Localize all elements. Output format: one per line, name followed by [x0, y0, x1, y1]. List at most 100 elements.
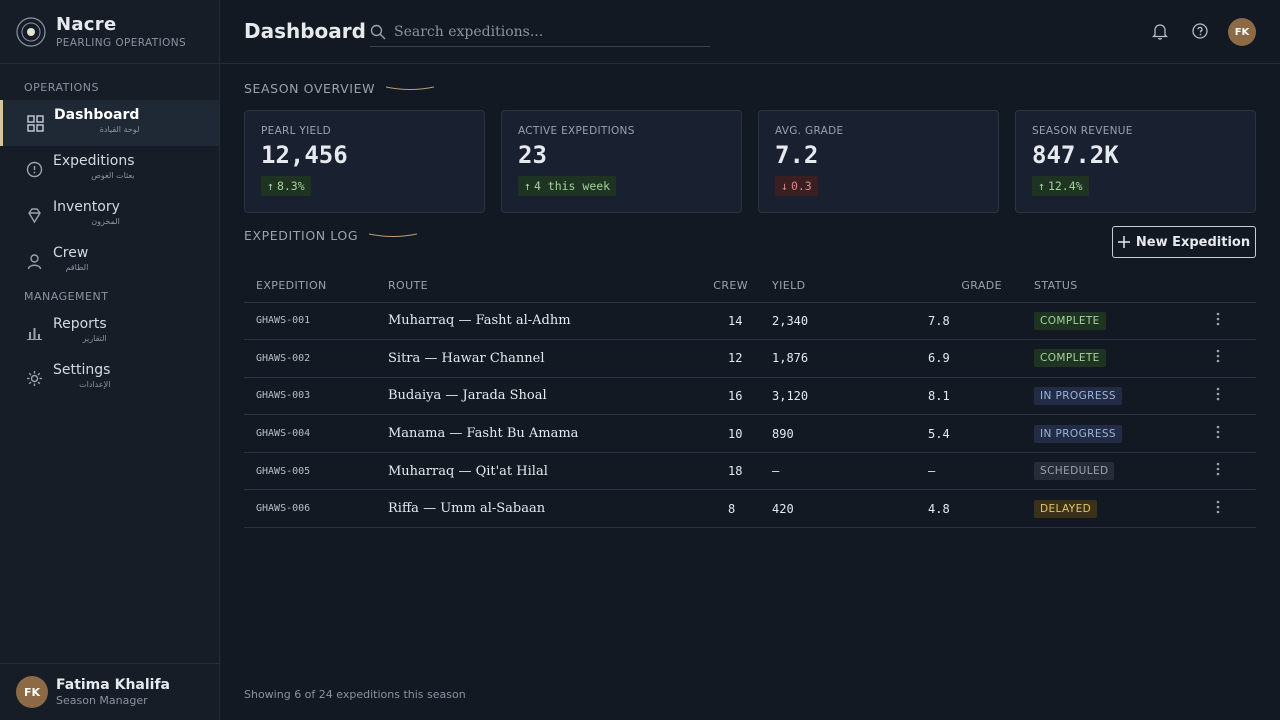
table-cell: 16: [660, 377, 760, 416]
brand-tagline: PEARLING OPERATIONS: [56, 37, 187, 49]
status-badge: COMPLETE: [1034, 311, 1106, 330]
user-profile[interactable]: FK Fatima Khalifa Season Manager: [0, 663, 219, 720]
row-menu[interactable]: [1180, 377, 1256, 416]
table-row: GHAWS-002 Sitra — Hawar Channel 12 1,876 6.9…: [244, 339, 1256, 378]
nav-label: Reports: [53, 316, 107, 332]
table-cell: GHAWS-004: [244, 414, 376, 453]
brand-name: Nacre: [56, 14, 117, 35]
table-cell: 6.9: [902, 339, 1022, 378]
table-row: GHAWS-001 Muharraq — Fasht al-Adhm 14 2,340…: [244, 302, 1256, 341]
sidebar: Nacre PEARLING OPERATIONS OPERATIONS Dash…: [0, 0, 220, 720]
page-title: Dashboard: [244, 19, 366, 43]
stat-card: AVG. GRADE 7.2 ↓ 0.3: [758, 110, 999, 213]
header: Dashboard Search expeditions... FK: [220, 0, 1280, 64]
status-badge: IN PROGRESS: [1034, 386, 1122, 405]
menu-icon: [1216, 387, 1220, 401]
table-row: GHAWS-004 Manama — Fasht Bu Amama 10 890 5.4…: [244, 414, 1256, 453]
menu-icon: [1216, 312, 1220, 326]
table-cell: 890: [760, 414, 902, 453]
table-cell: GHAWS-001: [244, 302, 376, 341]
nav-item[interactable]: Settings الإعدادات: [0, 355, 219, 401]
menu-icon: [1216, 425, 1220, 438]
stat-delta: ↑ 8.3%: [261, 176, 311, 196]
table-row: GHAWS-006 Riffa — Umm al-Sabaan 8 420 4.8 DEL…: [244, 489, 1256, 529]
row-menu[interactable]: [1180, 302, 1256, 341]
nav-item[interactable]: Reports التقارير: [0, 309, 219, 355]
column-header: CREW: [660, 270, 760, 303]
header-avatar[interactable]: FK: [1228, 18, 1256, 46]
brand: Nacre PEARLING OPERATIONS: [0, 0, 219, 64]
decoration: [369, 233, 418, 237]
status-cell: IN PROGRESS: [1022, 377, 1180, 416]
notifications-button[interactable]: [1152, 22, 1168, 40]
status-cell: DELAYED: [1022, 489, 1180, 529]
table-cell: 4.8: [902, 489, 1022, 529]
column-header: ROUTE: [376, 270, 660, 303]
plus-icon: [1117, 236, 1130, 248]
table-cell: GHAWS-003: [244, 377, 376, 416]
section-title-text: EXPEDITION LOG: [244, 228, 359, 243]
section-title-text: SEASON OVERVIEW: [244, 81, 376, 96]
table-cell: 8: [660, 489, 760, 529]
stat-card: ACTIVE EXPEDITIONS 23 ↑ 4 this week: [501, 110, 742, 213]
nav-sublabel: لوحة القيادة: [99, 125, 140, 134]
user-role: Season Manager: [56, 694, 148, 707]
arrow: ↑: [1038, 179, 1045, 193]
nav-label: Crew: [53, 245, 89, 261]
icon: [27, 371, 42, 386]
nav-sublabel: الطاقم: [65, 263, 89, 272]
table-cell: 7.8: [902, 302, 1022, 341]
search-icon: [370, 24, 386, 40]
table-row: GHAWS-005 Muharraq — Qit'at Hilal 18— — SCHE…: [244, 452, 1256, 491]
table-cell: Manama — Fasht Bu Amama: [376, 414, 660, 453]
search-placeholder: Search expeditions...: [394, 24, 544, 40]
stat-delta: ↑ 4 this week: [518, 176, 617, 196]
stat-delta: ↓ 0.3: [775, 176, 818, 196]
row-menu[interactable]: [1180, 452, 1256, 491]
new-expedition-button[interactable]: New Expedition: [1112, 226, 1256, 258]
stat-label: AVG. GRADE: [775, 125, 844, 137]
section-title: EXPEDITION LOG: [244, 228, 418, 243]
column-header: STATUS: [1022, 270, 1180, 303]
table-cell: —: [902, 452, 1022, 491]
arrow: ↑: [267, 179, 274, 193]
table-cell: 12: [660, 339, 760, 378]
nav-sublabel: الإعدادات: [79, 380, 111, 389]
table-cell: Muharraq — Qit'at Hilal: [376, 452, 660, 491]
search-input[interactable]: Search expeditions...: [370, 18, 710, 47]
row-menu[interactable]: [1180, 339, 1256, 378]
nav-item[interactable]: Crew الطاقم: [0, 238, 219, 284]
nav-label: Expeditions: [53, 153, 135, 169]
delta-text: 8.3%: [276, 179, 305, 193]
decoration: [385, 86, 435, 90]
row-menu[interactable]: [1180, 489, 1256, 529]
delta-text: 0.3: [790, 179, 812, 193]
stat-label: SEASON REVENUE: [1032, 125, 1133, 137]
table-cell: 5.4: [902, 414, 1022, 453]
nav-item[interactable]: Inventory المخزون: [0, 192, 219, 238]
nav-sublabel: المخزون: [91, 217, 120, 226]
column-header: GRADE: [902, 270, 1022, 303]
footer-text: Showing 6 of 24 expeditions this season: [244, 688, 466, 701]
table-cell: 1,876: [760, 339, 902, 378]
table-cell: 3,120: [760, 377, 902, 416]
user-avatar: FK: [16, 676, 48, 708]
status-badge: IN PROGRESS: [1034, 424, 1122, 443]
row-menu[interactable]: [1180, 414, 1256, 453]
table-row: GHAWS-003 Budaiya — Jarada Shoal 16 3,120 8.…: [244, 377, 1256, 416]
nav-item[interactable]: Dashboard لوحة القيادة: [0, 100, 219, 146]
status-badge: SCHEDULED: [1034, 462, 1115, 481]
header-row: EXPEDITION ROUTE CREW YIELD GRADE STATUS: [244, 270, 1256, 303]
stat-value: 12,456: [261, 141, 348, 169]
column-header: YIELD: [760, 270, 902, 303]
help-button[interactable]: [1192, 22, 1209, 39]
table-cell: 18: [660, 452, 760, 491]
stat-value: 7.2: [775, 141, 819, 169]
table-cell: GHAWS-005: [244, 452, 376, 491]
nav-item[interactable]: Expeditions بعثات الغوص: [0, 146, 219, 192]
stat-card: PEARL YIELD 12,456 ↑ 8.3%: [244, 110, 485, 213]
icon: [27, 254, 42, 270]
menu-icon: [1216, 350, 1220, 363]
